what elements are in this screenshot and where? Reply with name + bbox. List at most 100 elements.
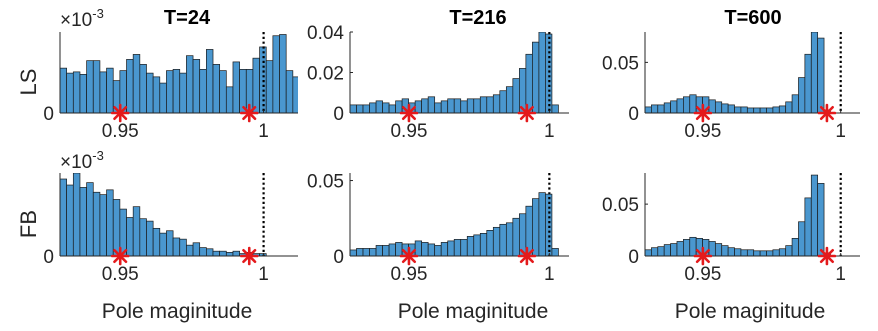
histogram-bar bbox=[382, 102, 390, 113]
histogram-bar bbox=[714, 101, 723, 113]
histogram-bar bbox=[551, 248, 559, 256]
y-tick-label: 0 bbox=[628, 104, 639, 125]
histogram-bar bbox=[219, 250, 227, 256]
pole-marker-stroke bbox=[819, 248, 834, 264]
histogram-bar bbox=[99, 194, 107, 256]
histogram-bar bbox=[126, 217, 134, 256]
histogram-bar bbox=[791, 94, 799, 113]
histogram-bar bbox=[146, 72, 154, 113]
pole-marker-stroke bbox=[113, 105, 128, 121]
pole-marker bbox=[517, 246, 537, 266]
histogram-bar bbox=[657, 246, 665, 256]
histogram-bars bbox=[60, 173, 267, 256]
histogram-bar bbox=[734, 106, 742, 113]
pole-marker bbox=[693, 246, 713, 266]
histogram-bar bbox=[132, 54, 141, 113]
histogram-bar bbox=[212, 250, 221, 256]
y-tick-label: 0 bbox=[43, 104, 54, 125]
histogram-bar bbox=[60, 178, 68, 256]
histogram-bar bbox=[651, 247, 659, 256]
x-tick-label: 0.95 bbox=[684, 121, 721, 142]
pole-marker-stroke bbox=[695, 105, 710, 121]
histogram-bar bbox=[179, 238, 187, 256]
x-tick-label: 1 bbox=[544, 264, 555, 285]
histogram-bar bbox=[232, 61, 240, 113]
histogram-bar bbox=[166, 230, 174, 256]
histogram-bar bbox=[708, 241, 716, 256]
histogram-bar bbox=[810, 32, 819, 113]
x-tick-label: 0.95 bbox=[390, 264, 427, 285]
histogram-bar bbox=[479, 96, 488, 113]
panel-ls-t600: 0.95 1 0 0.05 bbox=[602, 32, 860, 142]
histogram-bar bbox=[798, 221, 806, 256]
histogram-bar bbox=[252, 57, 260, 113]
histogram-bars bbox=[645, 174, 831, 256]
histogram-bar bbox=[473, 98, 481, 113]
histogram-bar bbox=[778, 248, 787, 256]
y-tick-label: 0.05 bbox=[602, 53, 639, 74]
histogram-bar bbox=[265, 60, 274, 113]
histogram-bar bbox=[766, 250, 774, 256]
y-tick-label: 0 bbox=[628, 247, 639, 268]
histogram-bar bbox=[72, 71, 81, 113]
histogram-bar bbox=[676, 98, 684, 113]
histogram-bar bbox=[532, 198, 540, 256]
histogram-bar bbox=[778, 105, 787, 113]
y-tick-label: 0.05 bbox=[307, 172, 344, 193]
histogram-bar bbox=[414, 100, 423, 113]
pole-marker-stroke bbox=[242, 248, 257, 264]
histogram-bar bbox=[663, 102, 671, 113]
histogram-bar bbox=[292, 76, 298, 113]
histogram-bar bbox=[112, 199, 121, 256]
histogram-bar bbox=[791, 238, 799, 256]
histogram-bar bbox=[60, 67, 68, 113]
histogram-bar bbox=[817, 183, 825, 256]
histogram-bar bbox=[395, 100, 403, 113]
histogram-bar bbox=[159, 82, 167, 113]
histogram-bar bbox=[492, 94, 501, 113]
y-tick-label: 0 bbox=[333, 247, 344, 268]
histogram-bar bbox=[382, 245, 390, 256]
histogram-bar bbox=[645, 249, 652, 256]
histogram-bar bbox=[421, 242, 429, 256]
histogram-bar bbox=[427, 96, 436, 113]
histogram-bar bbox=[785, 101, 793, 113]
histogram-bar bbox=[538, 32, 546, 113]
histogram-bar bbox=[466, 98, 475, 113]
histogram-bar bbox=[356, 104, 364, 113]
pole-marker-stroke bbox=[519, 248, 534, 264]
histogram-bar bbox=[126, 59, 134, 113]
pole-marker bbox=[110, 246, 130, 266]
histogram-bar bbox=[453, 239, 462, 256]
x-tick-label: 0.95 bbox=[102, 264, 139, 285]
histogram-bar bbox=[225, 252, 234, 256]
histogram-bar bbox=[152, 76, 161, 113]
histogram-bar bbox=[139, 64, 147, 113]
histogram-bar bbox=[388, 104, 396, 113]
histogram-bars bbox=[350, 32, 559, 113]
histogram-bar bbox=[86, 182, 94, 256]
pole-marker-stroke bbox=[113, 248, 128, 264]
histogram-bar bbox=[810, 174, 819, 256]
histogram-bar bbox=[772, 249, 780, 256]
histogram-bar bbox=[72, 173, 81, 256]
histogram-bar bbox=[746, 107, 755, 113]
x-tick-label: 0.95 bbox=[102, 121, 139, 142]
histogram-bar bbox=[199, 69, 207, 113]
histogram-bar bbox=[362, 104, 370, 113]
histogram-bar bbox=[179, 72, 187, 113]
x-axis-label-col3: Pole maginitude bbox=[675, 300, 826, 323]
y-tick-label: 0.04 bbox=[307, 23, 344, 44]
pole-marker-stroke bbox=[242, 105, 257, 121]
histogram-bars bbox=[350, 192, 559, 256]
histogram-bar bbox=[186, 55, 194, 113]
histogram-bar bbox=[505, 86, 514, 113]
histogram-bar bbox=[440, 100, 449, 113]
histogram-bar bbox=[753, 250, 761, 256]
histogram-bar bbox=[225, 86, 234, 113]
x-axis-label-col2: Pole maginitude bbox=[398, 300, 549, 323]
pole-marker bbox=[399, 103, 419, 123]
histogram-bar bbox=[79, 187, 87, 256]
histogram-bar bbox=[375, 245, 383, 256]
